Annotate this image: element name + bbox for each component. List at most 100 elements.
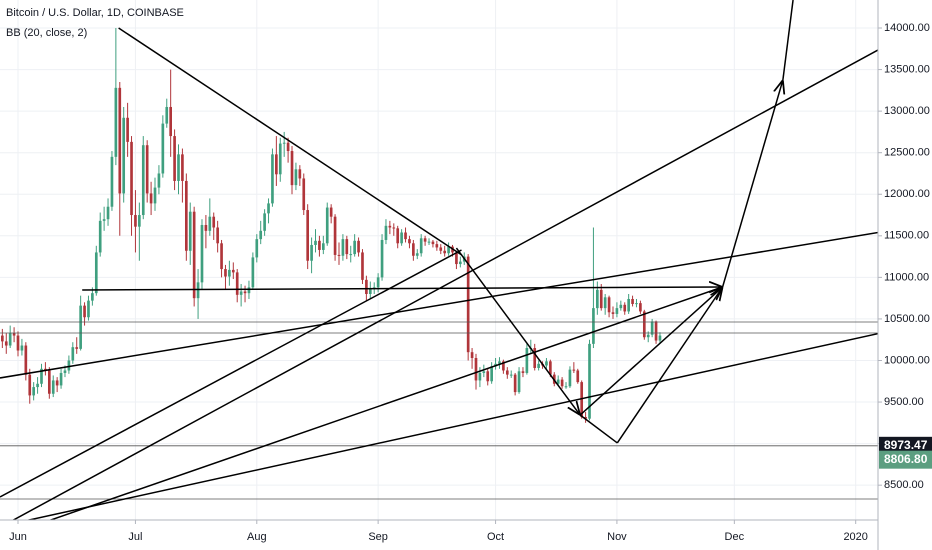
candle-body bbox=[588, 343, 591, 419]
candle-body bbox=[173, 136, 176, 181]
candle-body bbox=[63, 370, 67, 373]
candle-body bbox=[447, 246, 450, 254]
candle-body bbox=[415, 253, 419, 256]
candle-body bbox=[1, 335, 4, 342]
candle-body bbox=[470, 352, 474, 358]
candle-body bbox=[114, 87, 118, 157]
candle-body bbox=[623, 304, 627, 312]
candle-body bbox=[592, 308, 595, 344]
candle-body bbox=[376, 277, 380, 288]
candle-body bbox=[631, 298, 634, 304]
candle-body bbox=[16, 335, 20, 351]
candle-body bbox=[537, 363, 540, 368]
candle-body bbox=[47, 370, 51, 394]
candle-body bbox=[94, 252, 98, 294]
price-label: 8973.47 bbox=[884, 438, 928, 452]
x-tick-label: Jul bbox=[128, 531, 142, 543]
trend-line bbox=[11, 49, 878, 520]
axes: 8500.009000.009500.0010000.0010500.00110… bbox=[9, 22, 932, 543]
candle-body bbox=[380, 239, 384, 278]
candle-body bbox=[560, 379, 564, 387]
candle-body bbox=[490, 366, 493, 382]
candle-body bbox=[615, 308, 619, 314]
candle-body bbox=[361, 252, 364, 280]
candle-body bbox=[71, 347, 75, 361]
y-tick-label: 8500.00 bbox=[884, 479, 924, 491]
candle-body bbox=[423, 238, 427, 242]
candle-body bbox=[177, 154, 180, 181]
candle-body bbox=[169, 106, 172, 137]
candle-body bbox=[431, 241, 435, 245]
candle-body bbox=[596, 289, 599, 309]
y-tick-label: 13000.00 bbox=[884, 105, 930, 117]
trend-line bbox=[579, 287, 722, 416]
candle-body bbox=[306, 210, 310, 261]
candle-body bbox=[368, 288, 372, 294]
trend-line bbox=[25, 332, 878, 520]
candle-body bbox=[474, 357, 478, 381]
candle-body bbox=[533, 348, 537, 368]
candle-body bbox=[627, 298, 630, 312]
candle-body bbox=[83, 305, 86, 318]
candle-body bbox=[584, 417, 587, 419]
candle-body bbox=[642, 311, 646, 338]
candle-body bbox=[419, 238, 423, 254]
candle-body bbox=[576, 370, 580, 383]
candle-body bbox=[32, 387, 35, 396]
candle-body bbox=[24, 345, 28, 375]
candle-body bbox=[337, 254, 341, 256]
candle-body bbox=[138, 215, 141, 227]
indicator-legend: BB (20, close, 2) bbox=[6, 27, 87, 39]
candle-body bbox=[126, 117, 129, 142]
candle-body bbox=[314, 240, 317, 245]
candle-body bbox=[275, 154, 278, 175]
candle-body bbox=[55, 380, 59, 386]
candle-body bbox=[141, 145, 145, 216]
candle-body bbox=[278, 143, 282, 175]
y-tick-label: 9500.00 bbox=[884, 396, 924, 408]
candle-body bbox=[521, 371, 525, 373]
candle-body bbox=[208, 216, 212, 231]
candle-body bbox=[122, 117, 126, 194]
candle-body bbox=[580, 382, 584, 418]
candle-body bbox=[318, 240, 321, 250]
x-tick-label: 2020 bbox=[843, 531, 867, 543]
grid bbox=[0, 0, 878, 520]
price-label-box bbox=[879, 436, 932, 455]
candle-body bbox=[247, 287, 251, 294]
candle-body bbox=[384, 225, 388, 240]
candle-body bbox=[388, 225, 392, 228]
candle-body bbox=[231, 269, 235, 273]
candle-body bbox=[204, 225, 208, 231]
candle-body bbox=[486, 371, 490, 382]
candle-body bbox=[286, 142, 290, 152]
candle-body bbox=[619, 304, 623, 309]
x-tick-label: Jun bbox=[9, 531, 27, 543]
candle-body bbox=[478, 372, 482, 381]
candle-body bbox=[243, 291, 247, 294]
candle-body bbox=[188, 211, 192, 251]
candle-body bbox=[149, 193, 153, 204]
candle-body bbox=[329, 207, 333, 217]
candle-body bbox=[196, 282, 200, 299]
candle-body bbox=[400, 232, 403, 244]
trend-line bbox=[48, 286, 723, 520]
candle-body bbox=[239, 291, 243, 295]
y-tick-label: 13500.00 bbox=[884, 63, 930, 75]
candle-body bbox=[646, 334, 650, 338]
candle-body bbox=[67, 360, 71, 371]
candle-body bbox=[341, 239, 345, 256]
candle-body bbox=[192, 211, 196, 299]
candle-body bbox=[427, 241, 431, 243]
drawings bbox=[0, 0, 878, 520]
candle-body bbox=[44, 368, 47, 371]
candle-body bbox=[498, 361, 501, 364]
candle-body bbox=[216, 227, 219, 244]
candle-body bbox=[639, 303, 642, 312]
candle-body bbox=[228, 269, 231, 277]
candle-body bbox=[572, 369, 576, 371]
candle-body bbox=[611, 312, 615, 314]
candle-body bbox=[12, 333, 16, 336]
